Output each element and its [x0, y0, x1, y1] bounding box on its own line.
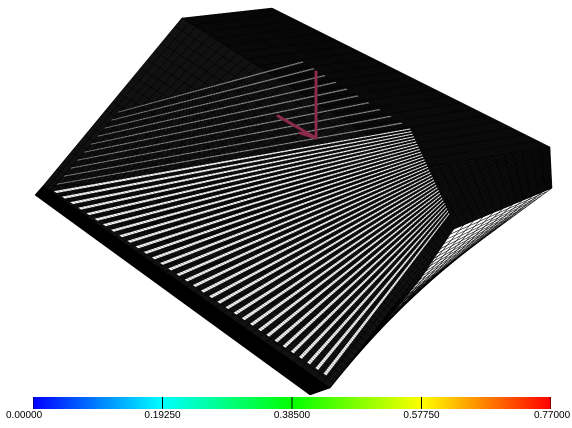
axis-triad — [276, 70, 318, 140]
tick-label-0: 0.00000 — [6, 410, 43, 421]
tick-label-4: 0.77000 — [534, 410, 571, 421]
axis-x-line — [276, 114, 318, 140]
axis-y-line — [298, 131, 318, 140]
mesh-viewport[interactable] — [0, 0, 572, 395]
color-scale-bar — [33, 397, 551, 409]
tick-label-1: 0.19250 — [144, 410, 181, 421]
tick-label-3: 0.57750 — [403, 410, 440, 421]
wireframe-mesh — [34, 7, 553, 395]
tick-label-2: 0.38500 — [273, 410, 311, 421]
color-scale-ticks — [33, 397, 551, 409]
